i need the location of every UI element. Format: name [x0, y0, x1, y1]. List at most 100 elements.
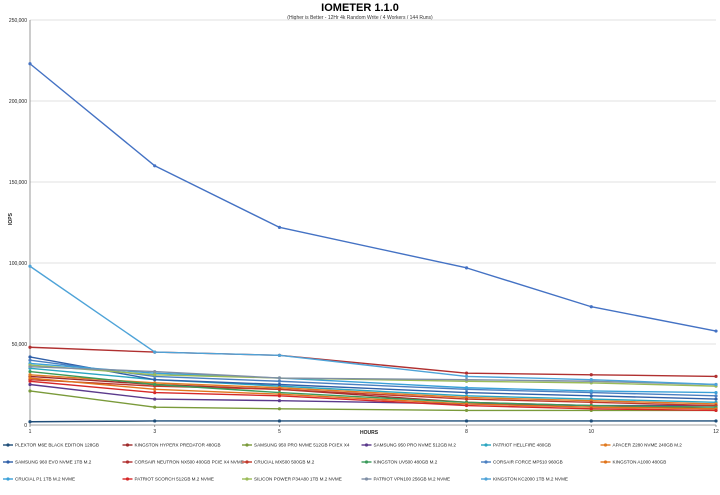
- data-point: [589, 400, 593, 404]
- data-point: [589, 407, 593, 411]
- legend-label: KINGSTON HYPERX PREDATOR 480GB: [135, 443, 221, 448]
- y-tick-label: 50,000: [12, 342, 28, 348]
- data-point: [589, 373, 593, 377]
- data-point: [153, 391, 157, 395]
- series-line: [29, 374, 717, 405]
- legend-item: KINGSTON KC2000 1TB M.2 NVME: [481, 477, 568, 482]
- legend-item: KINGSTON UV500 480GB M.2: [361, 460, 438, 465]
- series-line: [29, 63, 717, 332]
- data-point: [277, 225, 282, 229]
- data-point: [714, 394, 718, 398]
- legend: PLEXTOR M6E BLACK EDITION 128GB KINGSTON …: [3, 443, 682, 482]
- data-point: [714, 329, 718, 333]
- series-8: [28, 378, 718, 408]
- data-point: [28, 373, 32, 377]
- y-tick-label: 200,000: [9, 99, 27, 105]
- data-point: [28, 365, 32, 369]
- legend-label: CRUCIAL MX500 500GB M.2: [254, 460, 315, 465]
- data-point: [153, 382, 157, 387]
- y-tick-label: 0: [24, 423, 27, 429]
- legend-item: KINGSTON A1000 480GB: [600, 460, 667, 465]
- data-point: [28, 355, 32, 359]
- data-point: [464, 374, 469, 378]
- legend-item: SAMSUNG 960 EVO NVME 1TB M.2: [3, 460, 92, 465]
- legend-item: KINGSTON HYPERX PREDATOR 480GB: [122, 443, 221, 448]
- legend-item: PATRIOT HELLFIRE 480GB: [481, 443, 551, 448]
- legend-marker: [125, 460, 130, 464]
- data-point: [28, 264, 32, 268]
- series-line: [29, 265, 717, 386]
- data-point: [589, 394, 593, 398]
- x-tick-label: 8: [465, 429, 468, 435]
- data-point: [277, 382, 282, 387]
- data-point: [153, 369, 157, 374]
- legend-marker: [6, 477, 10, 481]
- data-point: [277, 387, 282, 391]
- legend-label: CORSAIR NEUTRON NX500 400GB PCIE X4 NVME: [135, 460, 244, 465]
- legend-label: CORSAIR FORCE MP510 960GB: [493, 460, 563, 465]
- data-point: [277, 419, 282, 423]
- x-tick-label: 5: [278, 429, 281, 435]
- data-point: [589, 378, 593, 382]
- legend-label: CRUCIAL P1 1TB M.2 NVME: [15, 477, 75, 482]
- grid-layer: [30, 19, 716, 345]
- data-point: [28, 376, 32, 380]
- legend-marker: [603, 443, 608, 447]
- data-point: [464, 371, 469, 375]
- legend-marker: [484, 460, 488, 464]
- series-line: [29, 356, 717, 400]
- data-point: [28, 358, 32, 362]
- series-line: [29, 377, 717, 410]
- data-point: [464, 391, 469, 395]
- legend-label: SAMSUNG 950 PRO NVME 512GB M.2: [374, 443, 457, 448]
- data-point: [277, 379, 282, 383]
- legend-marker: [245, 477, 249, 481]
- series-line: [29, 420, 716, 423]
- x-tick-label: 1: [29, 429, 32, 435]
- legend-item: CORSAIR NEUTRON NX500 400GB PCIE X4 NVME: [122, 460, 244, 465]
- data-point: [464, 386, 469, 390]
- data-point: [28, 382, 32, 387]
- data-point: [714, 408, 718, 413]
- legend-label: SILICON POWER P34A80 1TB M.2 NVME: [254, 477, 342, 482]
- data-point: [464, 403, 469, 408]
- data-point: [464, 378, 469, 382]
- legend-marker: [364, 460, 369, 464]
- series-line: [29, 380, 717, 412]
- legend-item: SAMSUNG 950 PRO NVME 512GB PCIEX X4: [242, 443, 350, 448]
- data-point: [28, 62, 32, 66]
- y-axis-title: IOPS: [8, 212, 14, 225]
- legend-marker: [364, 443, 369, 447]
- x-axis-title: HOURS: [360, 430, 379, 436]
- data-point: [464, 266, 469, 270]
- y-tick-label: 100,000: [9, 261, 27, 267]
- data-point: [277, 376, 282, 380]
- data-point: [589, 305, 593, 309]
- legend-label: KINGSTON A1000 480GB: [613, 460, 667, 465]
- legend-item: SAMSUNG 950 PRO NVME 512GB M.2: [361, 443, 457, 448]
- legend-item: CRUCIAL MX500 500GB M.2: [242, 460, 315, 465]
- legend-item: PLEXTOR M6E BLACK EDITION 128GB: [3, 443, 99, 448]
- data-point: [28, 389, 32, 393]
- series-17: [28, 62, 718, 333]
- series-layer: [28, 62, 718, 424]
- data-point: [714, 391, 718, 395]
- data-point: [464, 419, 469, 423]
- data-point: [28, 369, 32, 374]
- data-point: [714, 397, 718, 401]
- series-line: [29, 364, 717, 387]
- x-tick-label: 10: [588, 429, 594, 435]
- legend-item: CRUCIAL P1 1TB M.2 NVME: [3, 477, 75, 482]
- data-point: [28, 379, 32, 383]
- legend-item: APACER Z280 NVME 240GB M.2: [600, 443, 682, 448]
- legend-marker: [484, 477, 488, 481]
- data-point: [589, 419, 593, 423]
- legend-item: SILICON POWER P34A80 1TB M.2 NVME: [242, 477, 342, 482]
- series-line: [29, 367, 717, 404]
- legend-marker: [6, 443, 10, 447]
- data-point: [153, 164, 157, 168]
- series-line: [29, 362, 717, 394]
- legend-item: PATRIOT VPN100 256GB M.2 NVME: [361, 477, 450, 482]
- legend-label: SAMSUNG 950 PRO NVME 512GB PCIEX X4: [254, 443, 350, 448]
